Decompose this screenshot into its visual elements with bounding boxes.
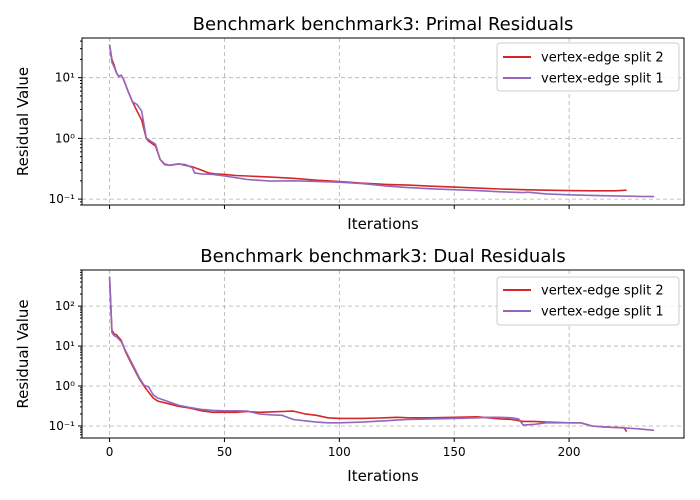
series-line-split-1 <box>108 276 655 432</box>
primal-residuals-chart: Benchmark benchmark3: Primal Residuals 1… <box>14 14 685 233</box>
legend-label-split-1: vertex-edge split 1 <box>541 72 664 87</box>
chart-title: Benchmark benchmark3: Dual Residuals <box>200 246 566 267</box>
x-tick-label: 50 <box>217 445 232 459</box>
dual-residuals-chart: Benchmark benchmark3: Dual Residuals 0 50… <box>14 246 685 485</box>
legend: vertex-edge split 2 vertex-edge split 1 <box>496 276 680 326</box>
y-tick-label: 10¹ <box>55 339 75 353</box>
x-axis-label: Iterations <box>347 215 419 233</box>
series-lines <box>108 276 655 433</box>
y-tick-label: 10⁰ <box>55 131 75 145</box>
legend-label-split-2: vertex-edge split 2 <box>541 51 664 66</box>
legend-label-split-1: vertex-edge split 1 <box>541 305 664 320</box>
y-tick-label: 10² <box>55 299 75 313</box>
x-tick-label: 150 <box>443 445 466 459</box>
axis-ticks: 0 50 100 150 200 10⁻¹ 10⁰ 10¹ 10² <box>49 269 581 459</box>
y-axis-label: Residual Value <box>14 67 32 176</box>
y-tick-label: 10⁰ <box>55 379 75 393</box>
x-tick-label: 100 <box>328 445 351 459</box>
legend-label-split-2: vertex-edge split 2 <box>541 284 664 299</box>
x-tick-label: 0 <box>106 445 114 459</box>
plot-frame <box>81 269 685 439</box>
plot-frame <box>81 37 685 206</box>
x-tick-label: 200 <box>558 445 581 459</box>
axis-ticks: 10⁻¹ 10⁰ 10¹ <box>49 40 570 209</box>
series-lines <box>108 44 655 198</box>
y-axis-label: Residual Value <box>14 299 32 408</box>
x-axis-label: Iterations <box>347 467 419 485</box>
series-line-split-1 <box>108 44 655 198</box>
grid <box>82 38 684 205</box>
legend-box <box>496 276 680 326</box>
y-tick-label: 10¹ <box>55 71 75 85</box>
legend-box <box>496 42 680 92</box>
y-tick-label: 10⁻¹ <box>49 192 76 206</box>
chart-title: Benchmark benchmark3: Primal Residuals <box>193 14 574 35</box>
y-tick-label: 10⁻¹ <box>49 419 76 433</box>
legend: vertex-edge split 2 vertex-edge split 1 <box>496 42 680 92</box>
